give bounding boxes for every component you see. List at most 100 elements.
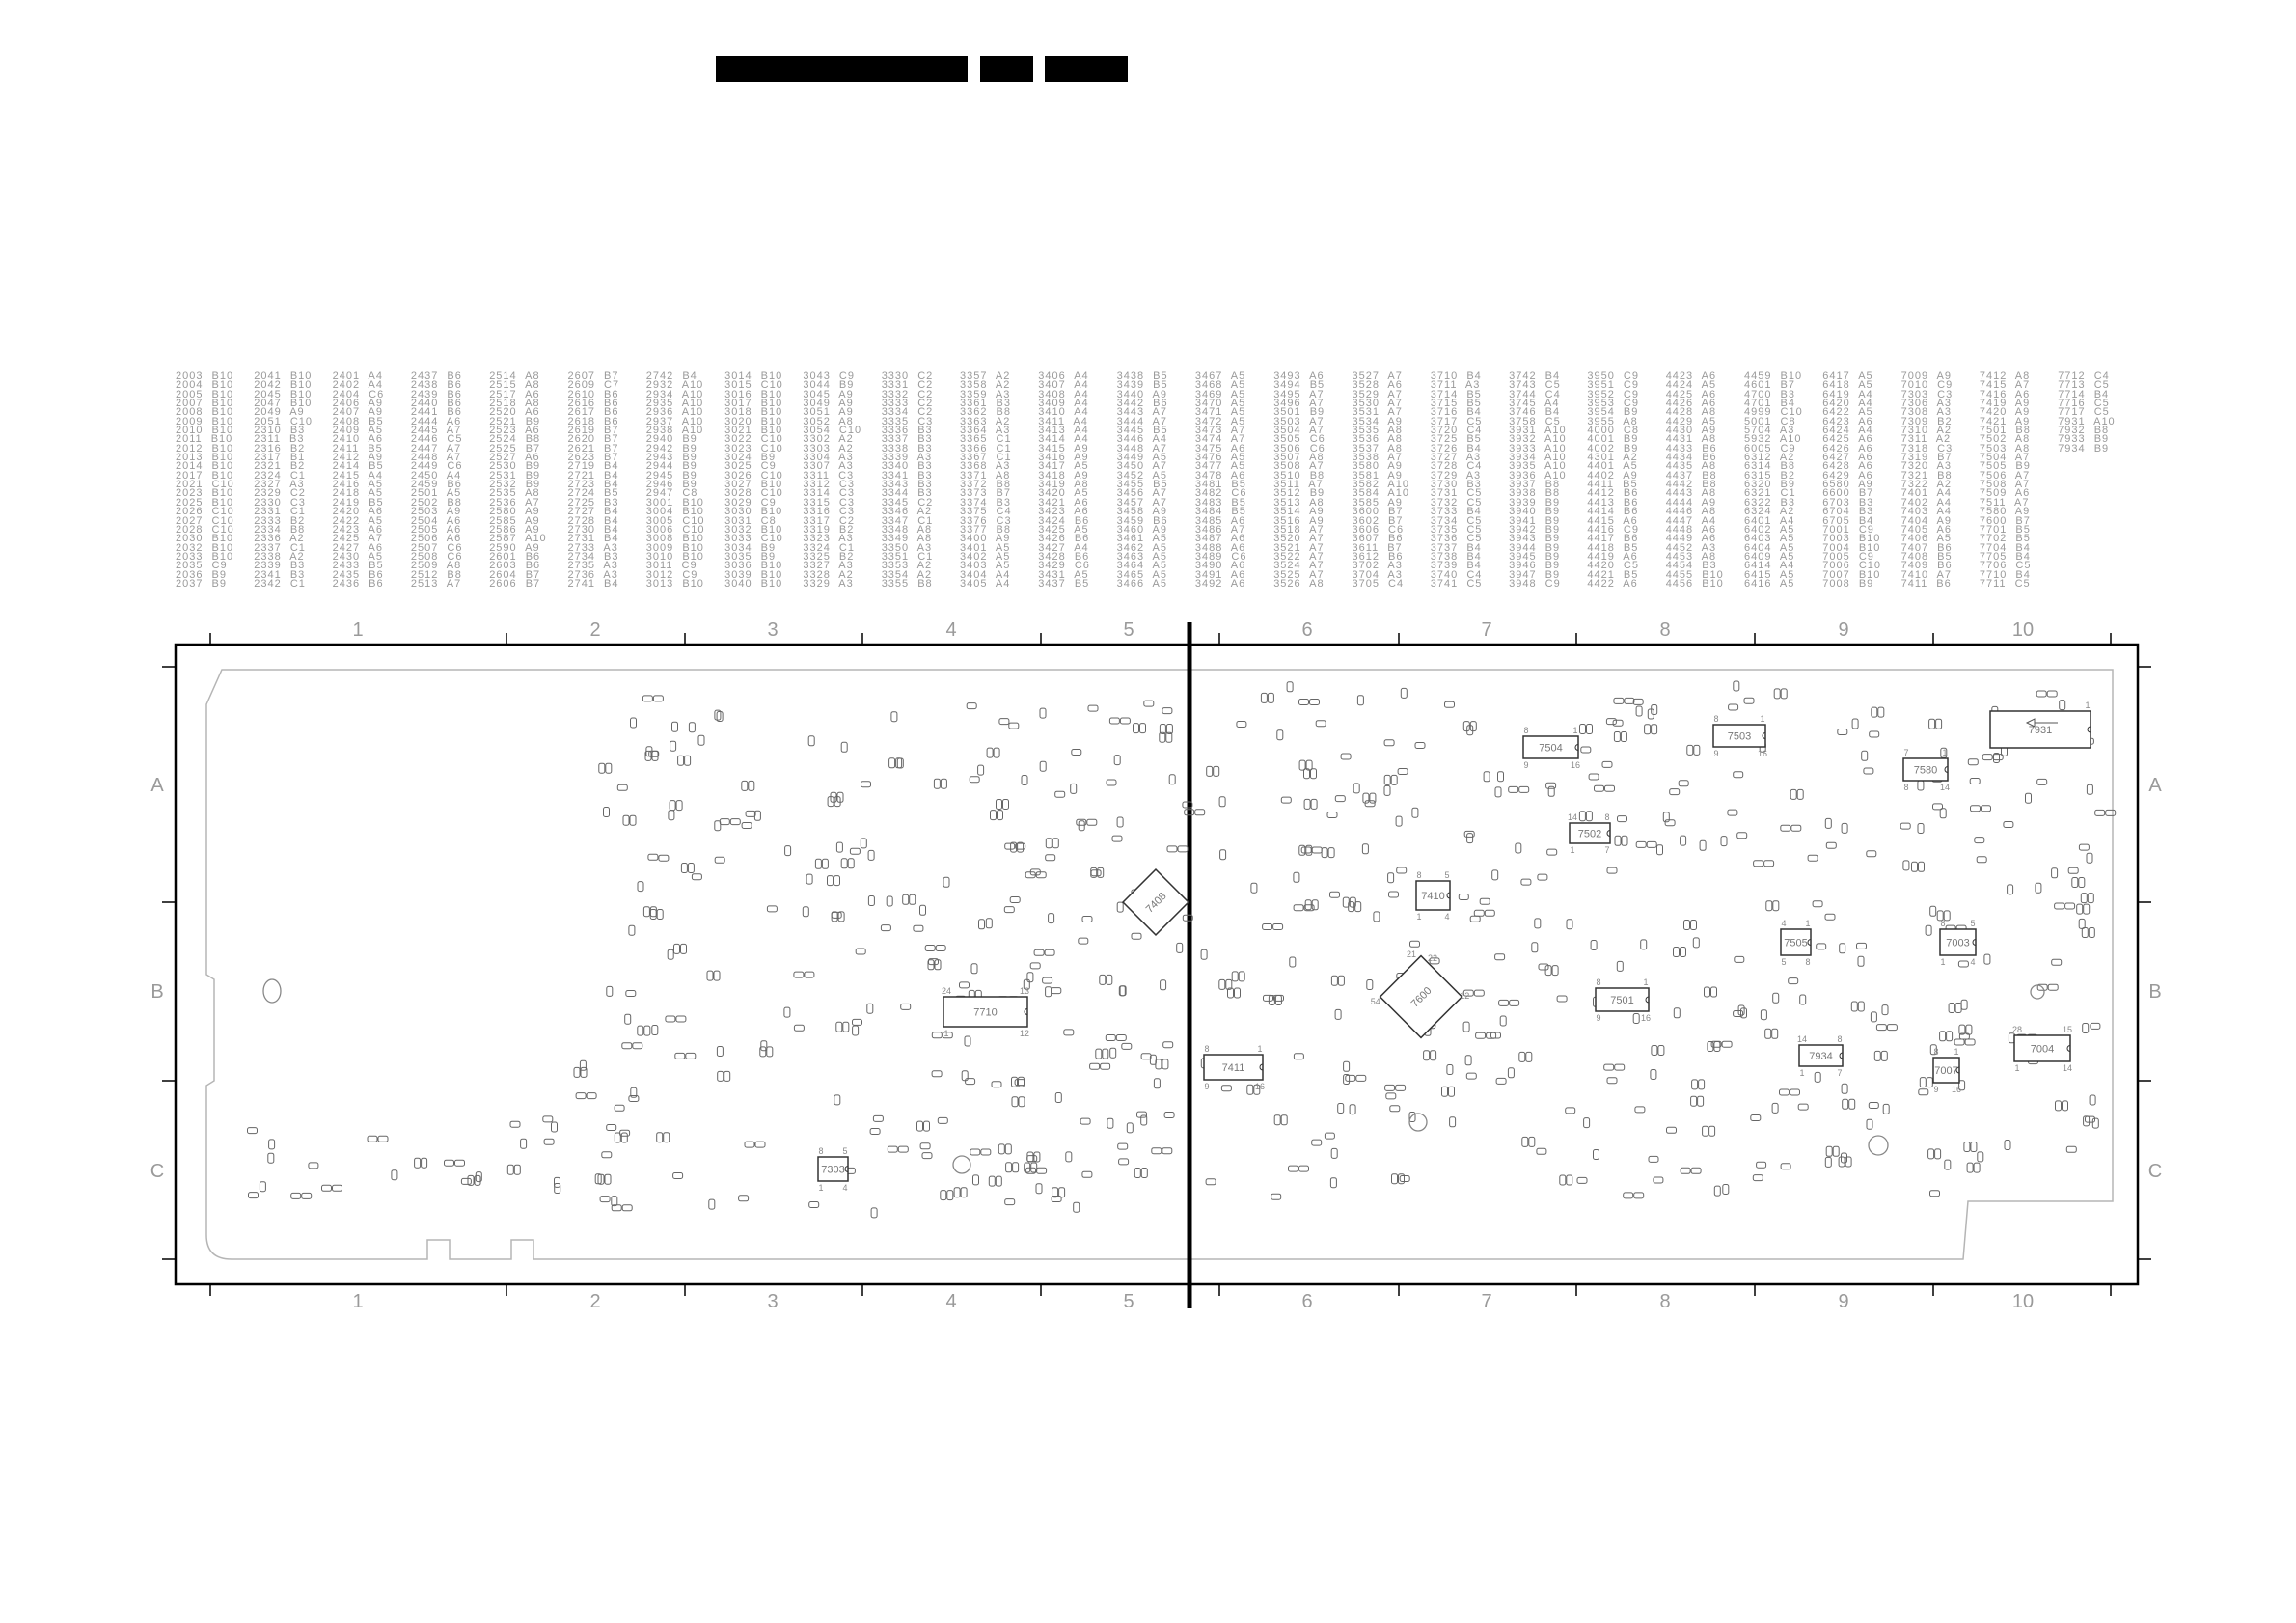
smd-component — [684, 755, 692, 766]
reference-entry: 3484 B5 — [1194, 506, 1246, 518]
reference-entry: 7712 C4 — [2058, 371, 2110, 382]
smd-component — [1612, 719, 1624, 727]
reference-entry: 2521 B9 — [489, 415, 541, 427]
reference-entry: 3495 A7 — [1273, 388, 1325, 400]
smd-component — [1289, 956, 1297, 968]
smd-component — [1753, 860, 1764, 867]
smd-component — [1018, 1076, 1025, 1087]
ic-pin-label: 8 — [1204, 1044, 1209, 1054]
smd-component — [1752, 1174, 1763, 1182]
reference-entry: 4701 B4 — [1744, 398, 1795, 410]
smd-component — [1353, 783, 1360, 794]
smd-component — [1507, 1067, 1515, 1079]
ic-pin-label: 7 — [1604, 845, 1609, 855]
smd-component — [573, 1066, 581, 1078]
reference-entry: 2401 A4 — [332, 371, 383, 382]
reference-entry: 3529 A7 — [1352, 388, 1403, 400]
smd-component — [1349, 896, 1356, 908]
ic-body — [1902, 757, 1949, 782]
smd-component — [1025, 871, 1036, 879]
reference-entry: 6409 A5 — [1744, 550, 1795, 563]
smd-component — [1081, 1170, 1093, 1178]
smd-component — [1300, 846, 1312, 854]
smd-component — [759, 1046, 767, 1058]
smd-component — [1162, 1147, 1173, 1155]
smd-component — [855, 948, 866, 955]
smd-component — [1927, 1148, 1935, 1160]
reference-entry: 3940 B9 — [1509, 506, 1561, 518]
reference-entry: 3417 A5 — [1038, 460, 1089, 473]
reference-entry: 3455 B5 — [1116, 479, 1168, 491]
reference-entry: 4434 B6 — [1665, 452, 1717, 464]
smd-component — [1298, 759, 1306, 771]
smd-component — [1473, 909, 1485, 917]
reference-entry: 2590 A9 — [489, 541, 540, 554]
smd-component — [745, 810, 756, 817]
smd-component — [1200, 949, 1208, 960]
smd-component — [970, 963, 978, 975]
smd-component — [1384, 1084, 1396, 1091]
reference-entry: 2741 B4 — [567, 577, 619, 590]
ic-pin-label: 1 — [1257, 1044, 1262, 1054]
reference-entry: 3462 A5 — [1116, 541, 1167, 554]
reference-entry: 4442 B8 — [1665, 479, 1717, 491]
reference-entry: 3945 B9 — [1509, 550, 1561, 563]
smd-component — [1546, 848, 1558, 856]
smd-component — [1184, 809, 1195, 816]
reference-entry: 3049 A9 — [803, 398, 854, 410]
reference-entry: 3537 A8 — [1352, 442, 1403, 454]
smd-component — [1119, 717, 1131, 725]
smd-component — [1756, 1161, 1767, 1169]
reference-entry: 3446 A4 — [1116, 433, 1167, 446]
reference-entry: 3727 A3 — [1430, 452, 1482, 464]
reference-entry: 3335 C3 — [881, 415, 934, 427]
smd-component — [645, 746, 653, 757]
smd-component — [1042, 977, 1053, 984]
smd-component — [814, 858, 822, 869]
smd-component — [1664, 819, 1676, 827]
reference-entry: 3338 B3 — [881, 442, 933, 454]
reference-entry: 3936 A10 — [1509, 469, 1567, 481]
reference-entry: 3474 A7 — [1194, 433, 1246, 446]
reference-entry: 3419 A8 — [1038, 479, 1089, 491]
ic-pin-label: 5 — [1444, 870, 1449, 880]
reference-entry: 7322 A2 — [1900, 479, 1952, 491]
smd-component — [1545, 782, 1557, 789]
reference-entry: 3415 A9 — [1038, 442, 1089, 454]
reference-entry: 4446 A8 — [1665, 506, 1717, 518]
smd-component — [1653, 1176, 1664, 1184]
reference-entry: 3511 A7 — [1273, 479, 1324, 491]
smd-component — [1449, 1116, 1457, 1128]
smd-component — [1293, 1053, 1304, 1060]
ic-7501: 7501 8 1 9 16 — [1595, 977, 1651, 1023]
smd-component — [1721, 1040, 1733, 1048]
reference-entry: 4417 B6 — [1587, 533, 1639, 545]
smd-component — [1669, 788, 1681, 796]
reference-entry: 7006 C10 — [1822, 560, 1882, 572]
reference-entry: 3494 B5 — [1273, 379, 1326, 392]
reference-entry: 2338 A2 — [254, 550, 305, 563]
ic-body — [1522, 735, 1579, 759]
smd-component — [766, 1046, 774, 1058]
smd-component — [1311, 899, 1319, 911]
smd-component — [628, 1095, 640, 1102]
reference-entry: 6312 A2 — [1744, 452, 1795, 464]
reference-entry: 2427 A6 — [332, 541, 383, 554]
ic-label: 7303 — [821, 1165, 844, 1176]
reference-entry: 2735 A3 — [567, 560, 618, 572]
reference-entry: 2331 C1 — [254, 506, 306, 518]
smd-component — [247, 1127, 258, 1135]
reference-entry: 3314 C3 — [803, 487, 855, 500]
reference-entry: 2004 B10 — [176, 379, 234, 392]
smd-component — [1194, 809, 1206, 816]
smd-component — [1583, 1117, 1591, 1129]
smd-component — [1116, 901, 1124, 913]
reference-entry: 3725 B5 — [1430, 433, 1482, 446]
reference-entry: 7501 B8 — [1979, 425, 2031, 437]
smd-component — [1388, 891, 1399, 898]
smd-component — [1011, 1096, 1019, 1108]
reference-entry: 2532 B9 — [489, 479, 541, 491]
reference-entry: 2725 B3 — [567, 496, 619, 509]
ic-notch — [1606, 830, 1611, 837]
